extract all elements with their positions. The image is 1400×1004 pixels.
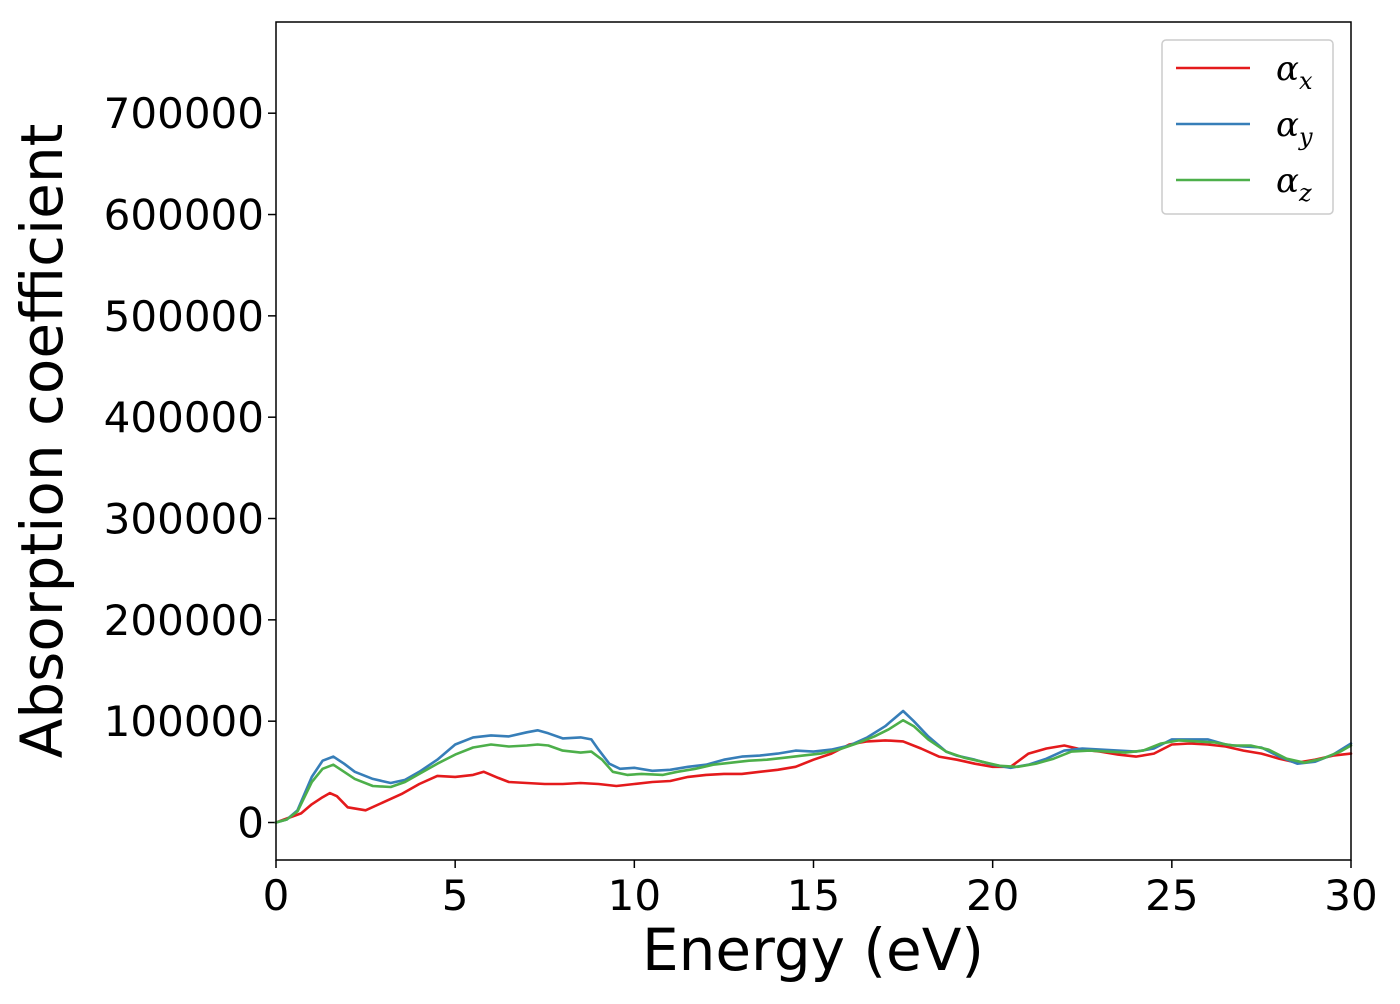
x-tick-label: 15 [787,871,840,920]
series-line-x [274,739,1353,824]
x-tick-label: 5 [442,871,469,920]
y-tick-label: 700000 [104,89,264,138]
x-tick-label: 20 [966,871,1019,920]
x-tick-label: 30 [1324,871,1377,920]
legend-symbol: α [1276,105,1299,145]
legend-symbol: α [1276,161,1299,201]
legend-symbol: α [1276,49,1299,89]
y-tick-label: 300000 [104,495,264,544]
plot-frame [275,21,1352,861]
series-lines [274,709,1353,824]
legend-subscript: y [1298,123,1313,151]
y-tick-label: 500000 [104,292,264,341]
legend-box [1161,39,1334,215]
legend-subscript: z [1298,179,1312,207]
y-axis-ticks: 0 100000 200000 300000 400000 500000 600000 700… [104,89,276,848]
x-tick-label: 0 [263,871,290,920]
x-axis-ticks: 0 5 10 15 20 25 30 [263,860,1378,920]
y-tick-label: 400000 [104,393,264,442]
x-tick-label: 25 [1145,871,1198,920]
legend-label-x: αx [1276,49,1313,95]
legend-subscript: x [1299,67,1313,95]
y-tick-label: 100000 [104,697,264,746]
legend-label-z: αz [1276,161,1312,207]
y-tick-label: 0 [237,799,264,848]
y-tick-label: 200000 [104,596,264,645]
x-tick-label: 10 [608,871,661,920]
x-axis-title: Energy (eV) [642,916,984,984]
series-line-z [274,718,1353,824]
y-axis-title: Absorption coefficient [8,124,76,759]
legend-label-y: αy [1276,105,1313,151]
y-tick-label: 600000 [104,191,264,240]
